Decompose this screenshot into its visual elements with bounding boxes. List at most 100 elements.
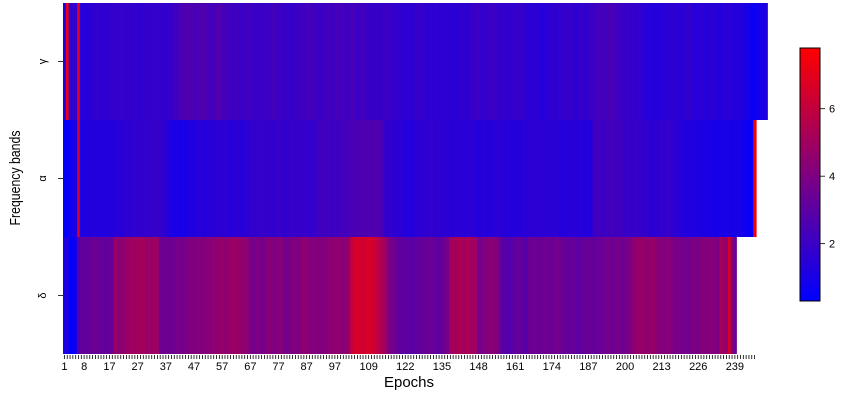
heatmap-cell	[601, 3, 605, 120]
heatmap-cell	[688, 3, 692, 120]
y-axis-title: Frequency bands	[7, 130, 23, 225]
heatmap-cell	[175, 3, 180, 120]
heatmap-cell	[463, 120, 467, 237]
heatmap-cell	[82, 120, 87, 237]
heatmap-cell	[178, 120, 182, 237]
heatmap-cell	[277, 3, 281, 120]
colorbar-tick-label: 4	[829, 171, 835, 183]
x-axis-title: Epochs	[384, 374, 434, 391]
heatmap-cell	[271, 237, 275, 354]
heatmap-cell	[615, 237, 619, 354]
heatmap-cell	[406, 3, 411, 120]
heatmap-cell	[254, 237, 258, 354]
heatmap-cell	[324, 237, 329, 354]
heatmap-cell	[341, 120, 346, 237]
heatmap-cell	[324, 120, 329, 237]
heatmap-cell	[522, 237, 526, 354]
heatmap-cell	[85, 3, 89, 120]
heatmap-cell	[474, 237, 478, 354]
heatmap-cell	[499, 120, 504, 237]
heatmap-cell	[443, 3, 447, 120]
heatmap-cell	[567, 237, 571, 354]
heatmap-cell	[105, 3, 109, 120]
heatmap-cell	[240, 3, 244, 120]
heatmap-cell	[702, 120, 706, 237]
heatmap-cell	[592, 120, 597, 237]
heatmap-cell	[186, 120, 191, 237]
heatmap-cell	[654, 237, 659, 354]
heatmap-cell	[144, 237, 149, 354]
heatmap-cell	[347, 3, 351, 120]
heatmap-cell	[708, 120, 712, 237]
heatmap-cell	[378, 237, 382, 354]
heatmap-cell	[496, 3, 501, 120]
x-tick-label: 37	[160, 361, 172, 373]
heatmap-cell	[708, 237, 712, 354]
heatmap-cell	[460, 237, 464, 354]
heatmap-cell	[584, 237, 588, 354]
heatmap-cell	[150, 120, 154, 237]
heatmap-cell	[203, 237, 208, 354]
heatmap-cell	[685, 237, 689, 354]
x-tick-label: 47	[188, 361, 200, 373]
heatmap-cell	[432, 120, 436, 237]
x-tick-label: 161	[506, 361, 524, 373]
heatmap-cell	[553, 237, 557, 354]
heatmap-cell	[294, 120, 298, 237]
heatmap-cell	[141, 120, 146, 237]
heatmap-cell	[299, 120, 304, 237]
heatmap-cell	[510, 237, 515, 354]
heatmap-cell	[361, 120, 366, 237]
heatmap-cell	[119, 237, 123, 354]
heatmap-cell	[209, 120, 213, 237]
heatmap-cell	[398, 120, 402, 237]
heatmap-cell	[434, 237, 439, 354]
x-tick-label: 77	[272, 361, 284, 373]
heatmap-cell	[336, 237, 340, 354]
heatmap-cell	[564, 3, 568, 120]
heatmap-cell	[685, 120, 689, 237]
heatmap-cell	[598, 237, 602, 354]
heatmap-cell	[316, 237, 320, 354]
heatmap-cell	[454, 3, 458, 120]
heatmap-cell	[674, 120, 678, 237]
heatmap-cell	[288, 120, 292, 237]
heatmap-cell	[206, 237, 211, 354]
heatmap-cell	[201, 120, 205, 237]
heatmap-cell	[654, 120, 659, 237]
heatmap-cell	[502, 120, 506, 237]
heatmap-cell	[612, 3, 616, 120]
heatmap-cell	[510, 3, 515, 120]
heatmap-cell	[477, 3, 481, 120]
heatmap-cell	[643, 237, 647, 354]
heatmap-cell	[716, 3, 720, 120]
heatmap-cell	[440, 120, 444, 237]
heatmap-cell	[82, 3, 87, 120]
heatmap-cell	[629, 3, 633, 120]
heatmap-cell	[643, 3, 647, 120]
heatmap-cell	[744, 120, 749, 237]
heatmap-cell	[471, 237, 475, 354]
heatmap-cell	[694, 120, 698, 237]
heatmap-cell	[488, 3, 492, 120]
heatmap-cell	[229, 237, 233, 354]
heatmap-cell	[133, 3, 137, 120]
heatmap-cell	[279, 237, 284, 354]
heatmap-cell	[220, 3, 225, 120]
heatmap-cell	[663, 237, 667, 354]
heatmap-cell	[617, 237, 622, 354]
heatmap-cell	[694, 3, 698, 120]
heatmap-cell	[412, 3, 416, 120]
heatmap-cell	[629, 120, 633, 237]
heatmap-cell	[705, 237, 709, 354]
heatmap-cell	[415, 237, 419, 354]
heatmap-cell	[74, 3, 78, 120]
heatmap-cell	[733, 3, 737, 120]
heatmap-cell	[558, 237, 563, 354]
heatmap-cell	[96, 3, 101, 120]
heatmap-cell	[133, 120, 137, 237]
heatmap-cell	[403, 120, 408, 237]
heatmap-cell	[465, 3, 470, 120]
heatmap-cell	[674, 237, 678, 354]
heatmap-cell	[606, 237, 611, 354]
